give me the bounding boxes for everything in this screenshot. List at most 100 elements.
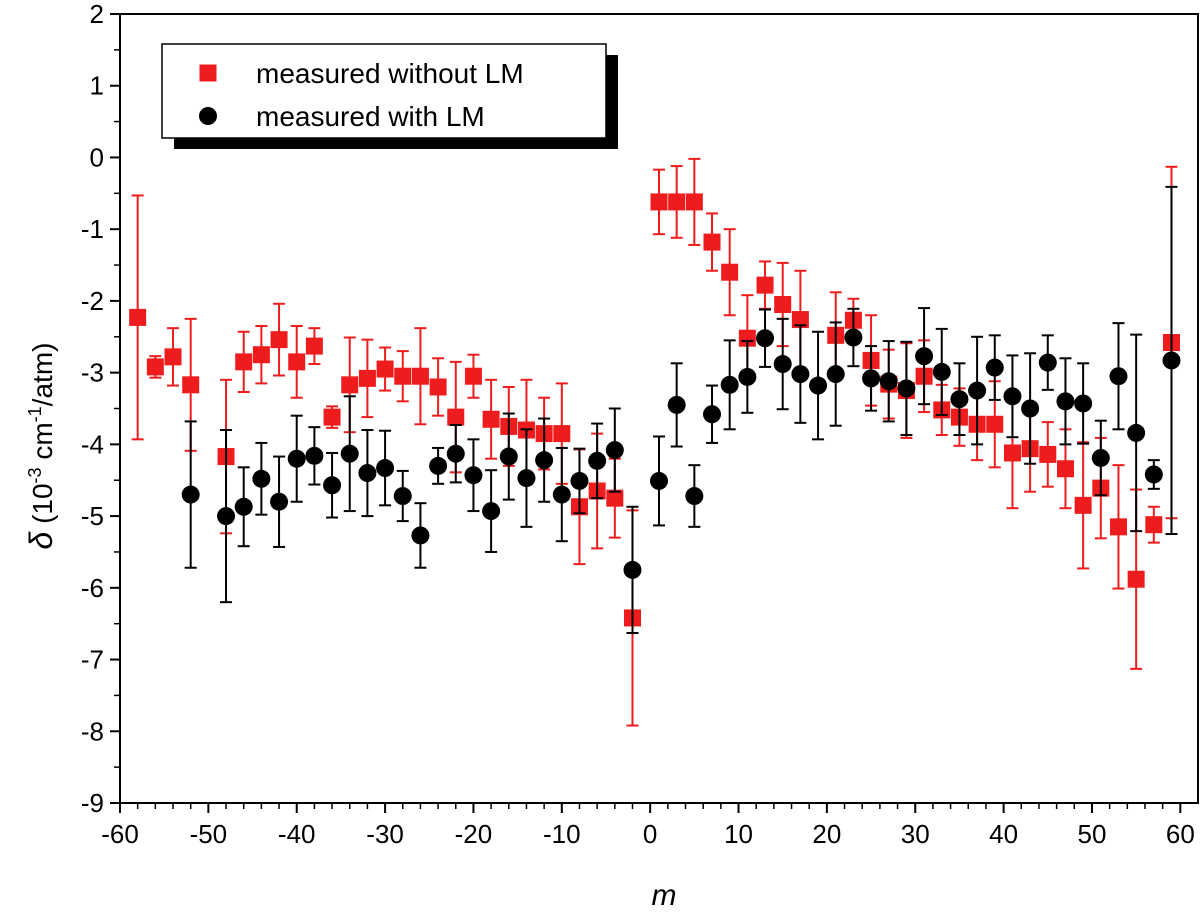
data-point (756, 329, 775, 348)
y-tick-label: -7 (81, 645, 104, 675)
data-point (1109, 518, 1127, 536)
data-point (791, 365, 810, 384)
data-point (323, 408, 341, 426)
data-point (429, 456, 448, 475)
y-tick-label: -5 (81, 501, 104, 531)
data-point (164, 348, 182, 366)
data-point (915, 347, 934, 366)
y-tick-label: -9 (81, 788, 104, 818)
legend-marker-shape (199, 107, 217, 125)
y-tick-label: -3 (81, 358, 104, 388)
x-tick-label: 60 (1166, 819, 1195, 849)
data-point (464, 367, 482, 385)
data-point (650, 193, 668, 211)
x-tick-label: 50 (1078, 819, 1107, 849)
series-1 (129, 157, 1180, 727)
data-point (1091, 448, 1110, 467)
data-point (1056, 392, 1075, 411)
legend-label-series-1: measured without LM (256, 58, 524, 89)
x-tick-label: -20 (455, 819, 493, 849)
data-point (235, 353, 253, 371)
y-axis-title-prefix: (10 (27, 483, 58, 531)
data-point (1127, 570, 1145, 588)
data-point (517, 469, 536, 488)
data-point (826, 365, 845, 384)
legend: measured without LM measured with LM (161, 43, 618, 149)
x-tick-label: 40 (989, 819, 1018, 849)
data-point (703, 233, 721, 251)
data-point (721, 263, 739, 281)
data-point (270, 331, 288, 349)
data-point (950, 390, 969, 409)
data-point (985, 358, 1004, 377)
data-point (287, 449, 306, 468)
y-tick-label: 2 (90, 0, 104, 29)
data-point (862, 369, 881, 388)
data-point (1144, 465, 1163, 484)
axis-ticks (110, 13, 1182, 813)
x-tick-label: -60 (101, 819, 139, 849)
y-tick-label: -8 (81, 716, 104, 746)
data-point (129, 308, 147, 326)
data-point (1162, 351, 1181, 370)
y-axis-title-suffix: /atm) (27, 343, 58, 407)
data-point (376, 459, 395, 478)
data-point (323, 476, 342, 495)
data-point (499, 447, 518, 466)
data-point (358, 464, 377, 483)
x-tick-label: -10 (543, 819, 581, 849)
data-point (1038, 353, 1057, 372)
data-point (181, 485, 200, 504)
data-point (1127, 423, 1146, 442)
data-point (252, 469, 271, 488)
x-tick-label: 20 (812, 819, 841, 849)
data-point (897, 379, 916, 398)
y-tick-label: -1 (81, 214, 104, 244)
data-point (685, 193, 703, 211)
data-point (606, 489, 624, 507)
data-point (217, 507, 236, 526)
legend-label-series-2: measured with LM (256, 101, 485, 132)
plot-area (129, 157, 1181, 727)
data-point (773, 355, 792, 374)
data-point (553, 425, 571, 443)
data-point (411, 526, 430, 545)
data-point (570, 471, 589, 490)
data-point (358, 369, 376, 387)
data-point (844, 328, 863, 347)
y-tick-label: 1 (90, 71, 104, 101)
data-point (429, 378, 447, 396)
data-point (341, 376, 359, 394)
data-point (535, 451, 554, 470)
series-2 (181, 185, 1181, 635)
y-tick-label: -6 (81, 573, 104, 603)
data-point (1074, 496, 1092, 514)
data-point (1039, 445, 1057, 463)
data-point (932, 362, 951, 381)
data-point (703, 405, 722, 424)
data-point (1074, 394, 1093, 413)
data-point (756, 276, 774, 294)
x-tick-label: 10 (724, 819, 753, 849)
data-point (968, 381, 987, 400)
data-point (650, 471, 668, 490)
axis-tick-labels: -60 -50 -40 -30 -20 -10 0 10 20 30 40 50 60210-1-2-3… (81, 0, 1195, 849)
data-point (605, 441, 624, 460)
legend-marker-series-1 (199, 64, 217, 82)
data-point (482, 410, 500, 428)
x-tick-label: -40 (278, 819, 316, 849)
y-axis-title-exp2: -1 (25, 406, 45, 422)
legend-box (161, 43, 607, 139)
data-point (393, 487, 412, 506)
y-axis-title-symbol: δ (23, 530, 59, 549)
data-point (1056, 460, 1074, 478)
data-point (340, 444, 359, 463)
data-point (376, 360, 394, 378)
y-axis-title-exp1: -3 (25, 467, 45, 483)
data-point (1145, 516, 1163, 534)
data-point (411, 367, 429, 385)
legend-marker-series-2 (199, 107, 217, 125)
data-point (668, 193, 686, 211)
data-point (809, 376, 828, 395)
data-point (146, 358, 164, 376)
